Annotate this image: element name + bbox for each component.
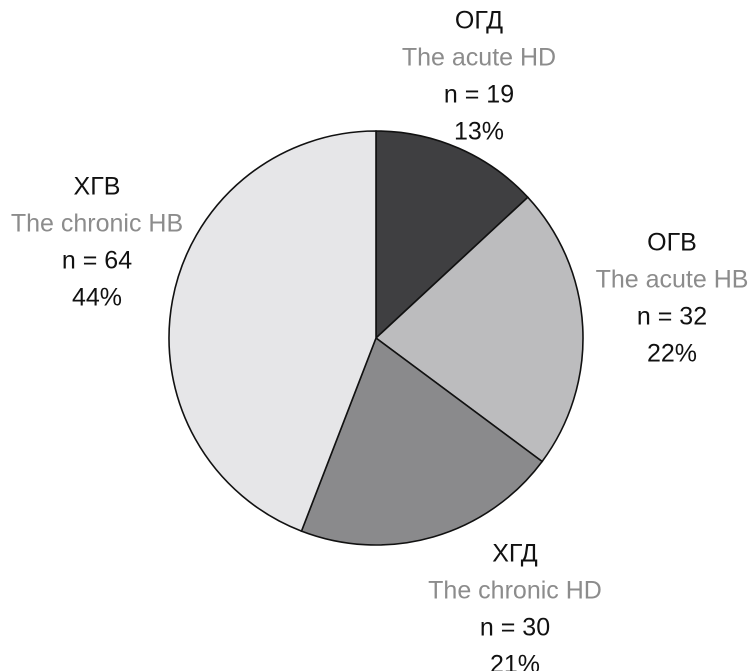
slice-label: ОГД The acute HD n = 19 13% xyxy=(402,7,556,146)
slices-layer xyxy=(168,130,584,546)
pie-slice xyxy=(168,130,377,533)
slice-name-label: The chronic HD xyxy=(428,577,602,605)
slice-name-label: The acute HD xyxy=(402,44,556,72)
slice-percent-label: 44% xyxy=(72,284,122,312)
slice-abbr-label: ХГД xyxy=(492,540,538,568)
slice-name-label: The chronic HB xyxy=(11,210,183,238)
pie-slice xyxy=(375,130,529,340)
slice-abbr-label: ОГВ xyxy=(647,229,697,257)
slice-name-label: The acute HB xyxy=(596,266,749,294)
slice-abbr-label: ХГВ xyxy=(74,173,121,201)
slice-label: ОГВ The acute HB n = 32 22% xyxy=(596,229,749,368)
slice-count-label: n = 64 xyxy=(62,247,132,275)
slice-count-label: n = 30 xyxy=(480,614,550,642)
pie-slice xyxy=(374,196,584,463)
pie-slice xyxy=(300,336,544,546)
slice-percent-label: 22% xyxy=(647,340,697,368)
slice-label: ХГВ The chronic HB n = 64 44% xyxy=(11,173,183,312)
slice-abbr-label: ОГД xyxy=(455,7,503,35)
slice-count-label: n = 19 xyxy=(444,81,514,109)
labels-layer: ОГД The acute HD n = 19 13% ОГВ The acute HB n… xyxy=(11,7,749,671)
slice-percent-label: 21% xyxy=(490,651,540,671)
slice-percent-label: 13% xyxy=(454,118,504,146)
slice-label: ХГД The chronic HD n = 30 21% xyxy=(428,540,602,671)
slice-count-label: n = 32 xyxy=(637,303,707,331)
